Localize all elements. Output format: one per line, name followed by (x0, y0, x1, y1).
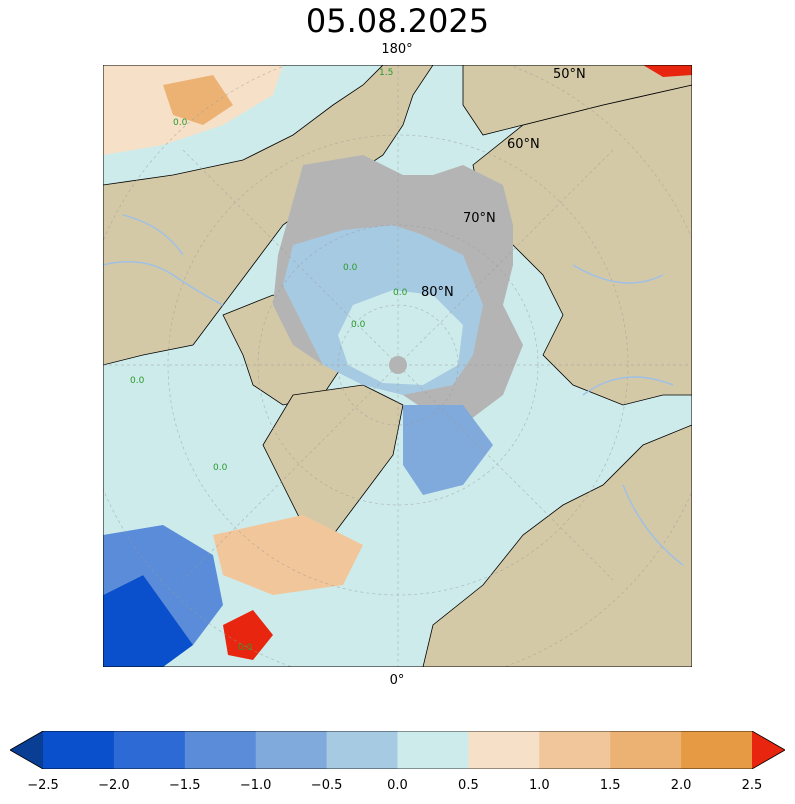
colorbar-tick-label: 2.0 (670, 778, 692, 793)
colorbar-tick-label: −1.0 (239, 778, 272, 793)
longitude-label-180: 180° (381, 42, 413, 57)
colorbar-segment (539, 731, 611, 769)
colorbar-tick-label: 0.5 (458, 778, 479, 793)
colorbar-tick-label: 1.5 (599, 778, 621, 793)
colorbar-segment (610, 731, 682, 769)
colorbar-segment (184, 731, 257, 769)
colorbar-segment (113, 731, 186, 769)
warm-patch-top-orange (163, 75, 233, 125)
latitude-label-50: 50°N (553, 67, 586, 82)
colorbar-tick-label: 0.0 (387, 778, 408, 793)
warm-patch-bottom (213, 515, 363, 595)
colorbar-tick-label: −0.5 (310, 778, 343, 793)
colorbar-extend-high (752, 731, 785, 769)
latitude-label-60: 60°N (507, 137, 540, 152)
atlantic-blue-patch (403, 405, 493, 495)
contour-label: 1.5 (379, 68, 393, 78)
longitude-label-0: 0° (389, 673, 405, 688)
colorbar (10, 731, 785, 769)
colorbar-segment (681, 731, 753, 769)
latitude-label-70: 70°N (463, 211, 496, 226)
land-eurasia (472, 84, 692, 406)
contour-label: 0.0 (343, 263, 358, 273)
colorbar-segment (326, 731, 398, 769)
polar-map: 50°N 60°N 70°N 80°N 0.0 0.0 0.0 0.0 0.0 … (103, 65, 692, 667)
map-title: 05.08.2025 (305, 2, 490, 40)
colorbar-segment (255, 731, 328, 769)
contour-label: 0.0 (393, 288, 408, 298)
arctic-central (338, 290, 463, 385)
colorbar-extend-low (10, 731, 43, 769)
colorbar-segment (397, 731, 469, 769)
colorbar-segments (10, 731, 785, 769)
bottom-left-blue (103, 525, 223, 645)
contour-label: 0.0 (130, 376, 145, 386)
colorbar-tick-label: −2.5 (27, 778, 59, 793)
pole-marker (389, 356, 407, 374)
colorbar-tick-label: 1.0 (528, 778, 550, 793)
colorbar-segment (468, 731, 540, 769)
warm-patch-red (223, 610, 273, 660)
land-greenland (262, 384, 404, 536)
contour-label: 0.0 (173, 118, 188, 128)
contour-label: 0.0 (238, 643, 253, 653)
colorbar-segment (43, 731, 115, 769)
contour-label: 0.0 (351, 320, 366, 330)
colorbar-tick-label: −1.5 (169, 778, 201, 793)
land-scandinavia (422, 424, 692, 667)
land-north-america (103, 65, 434, 366)
warm-patch-top-right-red (643, 65, 692, 77)
rivers (103, 214, 684, 566)
contour-label: 0.0 (213, 463, 228, 473)
latitude-label-80: 80°N (421, 285, 454, 300)
colorbar-tick-label: −2.0 (98, 778, 130, 793)
contour-labels: 0.0 0.0 0.0 0.0 0.0 0.0 1.5 0.0 (130, 68, 408, 653)
land-siberia-east (462, 65, 692, 136)
colorbar-tick-label: 2.5 (741, 778, 763, 793)
